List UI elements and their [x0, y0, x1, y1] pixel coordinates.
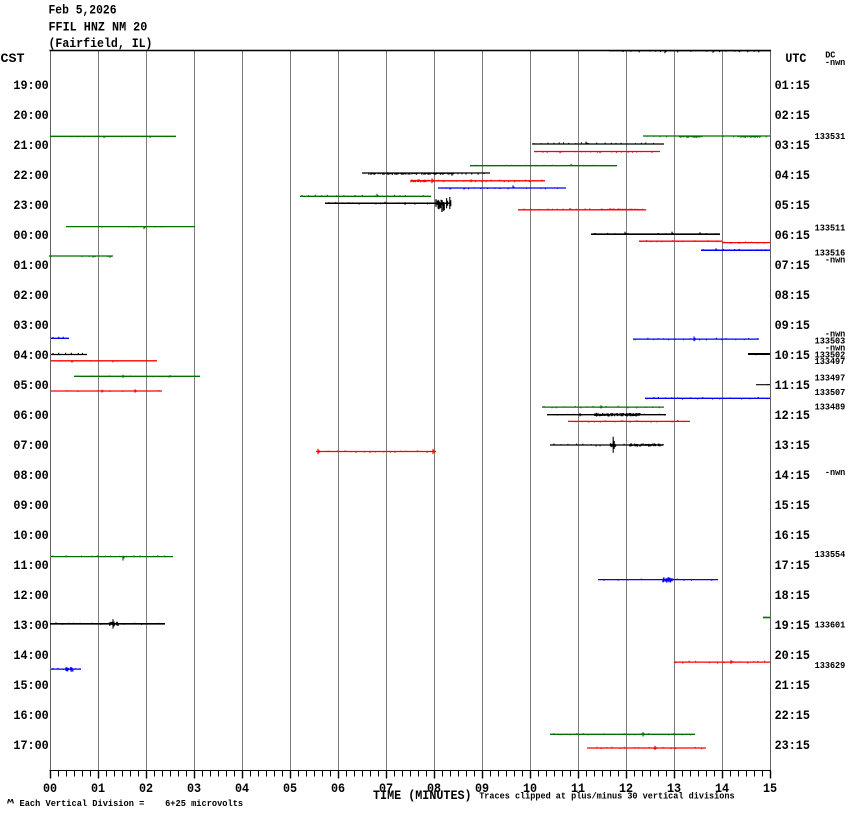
- svg-text:15: 15: [763, 781, 777, 796]
- svg-text:08:00: 08:00: [13, 468, 48, 483]
- svg-text:133516: 133516: [815, 248, 846, 258]
- svg-text:07:15: 07:15: [775, 258, 810, 273]
- svg-text:Traces clipped at plus/minus 3: Traces clipped at plus/minus 30 vertical…: [479, 792, 734, 802]
- svg-text:01: 01: [91, 781, 105, 796]
- svg-text:Each Vertical Division = 6+: Each Vertical Division = 6+25 microvolts: [20, 799, 244, 809]
- svg-text:08: 08: [427, 781, 441, 796]
- svg-text:15:15: 15:15: [775, 498, 810, 513]
- svg-text:23:15: 23:15: [775, 738, 810, 753]
- svg-text:CST: CST: [1, 51, 25, 66]
- svg-text:14: 14: [715, 781, 729, 796]
- svg-text:08:15: 08:15: [775, 288, 810, 303]
- svg-text:03:15: 03:15: [775, 138, 810, 153]
- svg-text:Feb 5,2026: Feb 5,2026: [49, 3, 117, 18]
- svg-text:11:15: 11:15: [775, 378, 810, 393]
- svg-text:10:00: 10:00: [13, 528, 48, 543]
- svg-text:02: 02: [139, 781, 153, 796]
- svg-text:133629: 133629: [815, 661, 846, 671]
- svg-text:12: 12: [619, 781, 633, 796]
- svg-text:UTC: UTC: [785, 51, 806, 66]
- svg-text:20:00: 20:00: [13, 108, 48, 123]
- svg-text:05:00: 05:00: [13, 378, 48, 393]
- svg-text:16:15: 16:15: [775, 528, 810, 543]
- svg-text:13:00: 13:00: [13, 618, 48, 633]
- svg-text:14:15: 14:15: [775, 468, 810, 483]
- svg-text:03:00: 03:00: [13, 318, 48, 333]
- svg-text:11:00: 11:00: [13, 558, 48, 573]
- svg-text:17:00: 17:00: [13, 738, 48, 753]
- svg-text:12:15: 12:15: [775, 408, 810, 423]
- svg-text:21:00: 21:00: [13, 138, 48, 153]
- svg-text:00: 00: [43, 781, 57, 796]
- svg-text:133497: 133497: [815, 373, 846, 383]
- svg-text:06: 06: [331, 781, 345, 796]
- svg-text:13:15: 13:15: [775, 438, 810, 453]
- svg-text:04:15: 04:15: [775, 168, 810, 183]
- svg-text:10:15: 10:15: [775, 348, 810, 363]
- svg-text:05: 05: [283, 781, 297, 796]
- svg-text:01:15: 01:15: [775, 78, 810, 93]
- svg-text:15:00: 15:00: [13, 678, 48, 693]
- svg-text:09: 09: [475, 781, 489, 796]
- svg-text:133489: 133489: [815, 403, 846, 413]
- svg-text:19:00: 19:00: [13, 78, 48, 93]
- svg-text:11: 11: [571, 781, 585, 796]
- svg-text:133502: 133502: [815, 350, 846, 360]
- svg-text:04:00: 04:00: [13, 348, 48, 363]
- svg-text:133554: 133554: [815, 550, 846, 560]
- svg-text:09:00: 09:00: [13, 498, 48, 513]
- svg-text:-nwn: -nwn: [825, 343, 845, 353]
- svg-text:23:00: 23:00: [13, 198, 48, 213]
- svg-text:09:15: 09:15: [775, 318, 810, 333]
- svg-text:00:00: 00:00: [13, 228, 48, 243]
- svg-text:133531: 133531: [815, 132, 846, 142]
- svg-text:06:15: 06:15: [775, 228, 810, 243]
- svg-text:ʍ: ʍ: [7, 797, 15, 807]
- svg-text:12:00: 12:00: [13, 588, 48, 603]
- svg-text:21:15: 21:15: [775, 678, 810, 693]
- svg-text:02:00: 02:00: [13, 288, 48, 303]
- svg-text:01:00: 01:00: [13, 258, 48, 273]
- svg-text:DC: DC: [825, 51, 836, 61]
- svg-text:19:15: 19:15: [775, 618, 810, 633]
- svg-text:04: 04: [235, 781, 249, 796]
- svg-text:05:15: 05:15: [775, 198, 810, 213]
- svg-text:03: 03: [187, 781, 201, 796]
- svg-text:133503: 133503: [815, 337, 846, 347]
- svg-text:133507: 133507: [815, 388, 846, 398]
- svg-text:22:15: 22:15: [775, 708, 810, 723]
- svg-text:16:00: 16:00: [13, 708, 48, 723]
- svg-text:133601: 133601: [815, 620, 846, 630]
- svg-text:FFIL HNZ NM 20: FFIL HNZ NM 20: [49, 20, 148, 35]
- svg-text:-nwn: -nwn: [825, 330, 845, 340]
- svg-text:06:00: 06:00: [13, 408, 48, 423]
- svg-text:14:00: 14:00: [13, 648, 48, 663]
- svg-text:(Fairfield, IL): (Fairfield, IL): [49, 36, 153, 51]
- svg-text:02:15: 02:15: [775, 108, 810, 123]
- svg-text:22:00: 22:00: [13, 168, 48, 183]
- svg-text:07:00: 07:00: [13, 438, 48, 453]
- svg-text:133511: 133511: [815, 223, 846, 233]
- svg-text:10: 10: [523, 781, 537, 796]
- svg-text:-nwn: -nwn: [825, 58, 845, 68]
- svg-text:07: 07: [379, 781, 393, 796]
- svg-text:18:15: 18:15: [775, 588, 810, 603]
- svg-text:133497: 133497: [815, 357, 846, 367]
- svg-text:-nwn: -nwn: [825, 255, 845, 265]
- svg-text:13: 13: [667, 781, 681, 796]
- svg-text:-nwn: -nwn: [825, 468, 845, 478]
- svg-text:20:15: 20:15: [775, 648, 810, 663]
- svg-text:17:15: 17:15: [775, 558, 810, 573]
- svg-text:TIME (MINUTES): TIME (MINUTES): [373, 788, 472, 803]
